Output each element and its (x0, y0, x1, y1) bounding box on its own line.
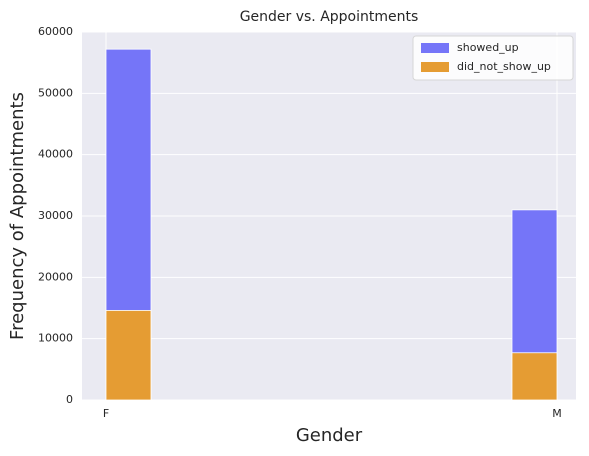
y-tick-label: 30000 (38, 209, 73, 222)
bar (105, 310, 152, 401)
x-tick-label: M (552, 407, 562, 420)
bars (105, 48, 558, 401)
legend-box (412, 35, 574, 81)
y-tick-label: 50000 (38, 86, 73, 99)
chart-title: Gender vs. Appointments (240, 9, 419, 25)
legend: showed_up did_not_show_up (412, 35, 574, 81)
legend-swatch (421, 62, 449, 72)
y-tick-label: 20000 (38, 270, 73, 283)
legend-label: did_not_show_up (457, 60, 551, 73)
bar (511, 352, 558, 401)
y-tick-label: 60000 (38, 25, 73, 38)
legend-swatch (421, 43, 449, 53)
y-axis-label: Frequency of Appointments (7, 92, 28, 340)
legend-label: showed_up (457, 41, 519, 54)
y-tick-label: 10000 (38, 332, 73, 345)
y-tick-label: 0 (66, 393, 73, 406)
y-tick-label: 40000 (38, 148, 73, 161)
x-axis-label: Gender (296, 425, 363, 446)
x-tick-label: F (103, 407, 109, 420)
